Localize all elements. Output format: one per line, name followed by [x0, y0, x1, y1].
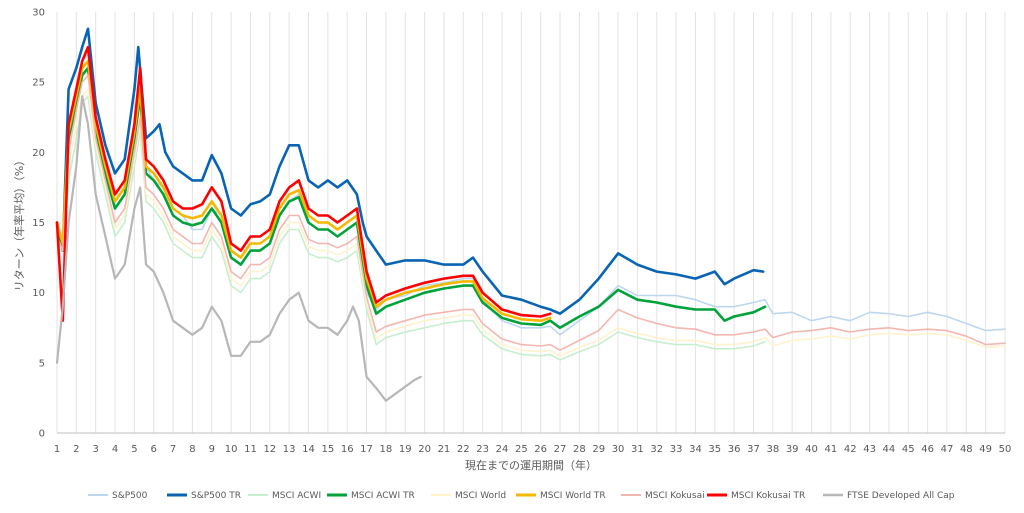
legend-label: S&P500 [112, 491, 148, 501]
x-tick-label: 14 [302, 444, 315, 455]
legend-label: MSCI ACWI [272, 491, 321, 501]
y-tick-label: 0 [39, 429, 45, 440]
y-tick-label: 25 [32, 78, 45, 89]
x-tick-label: 2 [73, 444, 79, 455]
x-tick-label: 25 [515, 444, 528, 455]
x-tick-label: 28 [573, 444, 586, 455]
x-tick-label: 33 [670, 444, 683, 455]
x-tick-label: 48 [960, 444, 973, 455]
x-tick-label: 5 [131, 444, 137, 455]
x-axis: 1 2 3 4 5 6 7 8 9 10 11 12 13 14 15 16 17 18 19 20 21 22 23 24 2… [54, 432, 1012, 455]
x-tick-label: 24 [496, 444, 509, 455]
x-tick-label: 11 [244, 444, 257, 455]
x-tick-label: 32 [650, 444, 663, 455]
x-tick-label: 35 [708, 444, 721, 455]
y-tick-label: 20 [32, 148, 45, 159]
y-tick-label: 15 [32, 218, 45, 229]
x-tick-label: 37 [747, 444, 760, 455]
x-tick-label: 27 [554, 444, 567, 455]
x-tick-label: 22 [457, 444, 470, 455]
x-tick-label: 6 [151, 444, 157, 455]
x-tick-label: 9 [209, 444, 215, 455]
legend-label: S&P500 TR [191, 491, 241, 501]
x-tick-label: 50 [999, 444, 1012, 455]
x-tick-label: 40 [805, 444, 818, 455]
x-tick-label: 1 [54, 444, 60, 455]
x-tick-label: 29 [592, 444, 605, 455]
legend-label: MSCI World TR [540, 491, 606, 501]
y-tick-label: 30 [32, 8, 45, 19]
series-lines [55, 27, 1006, 402]
y-axis: 0 5 10 15 20 25 30 [32, 8, 45, 440]
x-tick-label: 45 [902, 444, 915, 455]
x-tick-label: 38 [766, 444, 779, 455]
series-line [55, 59, 552, 322]
x-tick-label: 19 [399, 444, 412, 455]
x-tick-label: 36 [728, 444, 741, 455]
legend-label: MSCI Kokusai TR [731, 491, 805, 501]
series-line [56, 88, 1006, 357]
x-tick-label: 20 [418, 444, 431, 455]
x-tick-label: 47 [941, 444, 954, 455]
series-line [55, 66, 767, 330]
x-tick-label: 46 [921, 444, 934, 455]
x-tick-label: 17 [360, 444, 373, 455]
y-tick-label: 10 [32, 288, 45, 299]
x-tick-label: 34 [689, 444, 702, 455]
x-tick-label: 12 [263, 444, 276, 455]
series-line [56, 74, 1006, 351]
x-tick-label: 15 [321, 444, 334, 455]
series-line [56, 95, 766, 361]
x-tick-label: 39 [786, 444, 799, 455]
x-axis-title: 現在までの運用期間（年） [465, 458, 597, 472]
legend-label: FTSE Developed All Cap [847, 491, 955, 501]
x-tick-label: 23 [476, 444, 489, 455]
x-tick-label: 21 [438, 444, 451, 455]
x-tick-label: 7 [170, 444, 176, 455]
series-line [56, 53, 1006, 336]
x-tick-label: 30 [612, 444, 625, 455]
x-tick-label: 8 [189, 444, 195, 455]
legend-label: MSCI Kokusai [645, 491, 705, 501]
y-tick-label: 5 [39, 358, 45, 369]
x-tick-label: 4 [112, 444, 118, 455]
x-tick-label: 49 [979, 444, 992, 455]
x-tick-label: 44 [883, 444, 896, 455]
y-axis-title: リターン（年率平均）（%） [12, 155, 26, 291]
x-tick-label: 10 [225, 444, 238, 455]
x-tick-label: 18 [380, 444, 393, 455]
x-tick-label: 42 [844, 444, 857, 455]
x-tick-label: 31 [631, 444, 644, 455]
legend-label: MSCI ACWI TR [351, 491, 415, 501]
x-tick-label: 43 [863, 444, 876, 455]
x-tick-label: 3 [93, 444, 99, 455]
series-line [55, 27, 765, 315]
legend-label: MSCI World [455, 491, 506, 501]
legend: S&P500 S&P500 TR MSCI ACWI MSCI ACWI TR MSCI… [88, 491, 955, 501]
x-tick-label: 41 [825, 444, 838, 455]
series-line [55, 95, 422, 402]
series-line [55, 45, 552, 322]
x-tick-label: 26 [534, 444, 547, 455]
x-tick-label: 16 [341, 444, 354, 455]
x-tick-label: 13 [283, 444, 296, 455]
